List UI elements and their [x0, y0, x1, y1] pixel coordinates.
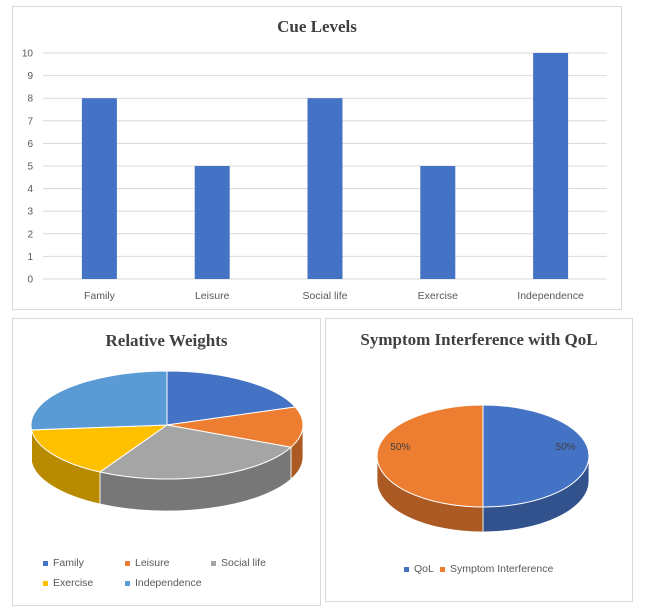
legend-item: QoL [404, 563, 434, 575]
x-category-label: Social life [303, 290, 348, 302]
pie-slice [30, 370, 168, 431]
legend-swatch [211, 560, 216, 566]
pie-slice [376, 404, 484, 508]
y-tick-label: 2 [27, 229, 33, 240]
pie-data-label: 50% [390, 442, 410, 453]
x-category-label: Exercise [418, 290, 458, 302]
relative-weights-plot [30, 370, 304, 512]
bar [81, 98, 117, 279]
bar [194, 166, 230, 279]
bar [420, 166, 456, 279]
y-tick-label: 7 [27, 116, 33, 127]
legend-item: Leisure [125, 557, 169, 569]
legend-label: Symptom Interference [450, 563, 554, 575]
pie-data-label: 50% [556, 442, 576, 453]
legend-item: Symptom Interference [440, 563, 553, 575]
y-tick-label: 10 [22, 49, 34, 60]
legend-label: Social life [221, 557, 266, 569]
x-category-label: Family [84, 290, 116, 302]
x-category-label: Leisure [195, 290, 230, 302]
pie-slice [166, 406, 304, 448]
legend-swatch [404, 566, 409, 572]
y-tick-label: 5 [27, 162, 33, 173]
cue-levels-title: Cue Levels [277, 17, 357, 36]
symptom-interference-legend: QoL Symptom Interference [404, 563, 624, 583]
legend-label: Family [53, 557, 84, 569]
legend-swatch [125, 580, 130, 586]
symptom-interference-plot: 50% 50% [376, 404, 590, 533]
legend-label: Independence [135, 577, 202, 589]
pie-slice [98, 424, 293, 480]
legend-swatch [43, 560, 48, 566]
legend-swatch [125, 560, 130, 566]
bar [307, 98, 343, 279]
symptom-interference-chart: Symptom Interference with QoL 50% 50% QoL… [325, 318, 633, 602]
y-tick-label: 1 [27, 252, 33, 263]
legend-label: Leisure [135, 557, 170, 569]
legend-label: QoL [414, 563, 434, 575]
y-tick-label: 4 [27, 184, 33, 195]
legend-label: Exercise [53, 577, 94, 589]
relative-weights-legend: Family Leisure Social life Exercise Independ… [43, 557, 313, 597]
y-tick-label: 6 [27, 139, 33, 150]
pie-slice [30, 424, 169, 473]
x-category-label: Independence [517, 290, 584, 302]
legend-item: Independence [125, 577, 202, 589]
legend-item: Social life [211, 557, 266, 569]
y-tick-label: 3 [27, 207, 33, 218]
pie-sides [30, 424, 304, 512]
legend-item: Exercise [43, 577, 93, 589]
cue-levels-chart: Cue Levels 0 1 2 3 4 5 6 7 8 9 10 Family Leisure Soci… [12, 6, 622, 310]
bar [533, 53, 569, 279]
symptom-interference-title: Symptom Interference with QoL [360, 330, 598, 349]
y-tick-label: 0 [27, 275, 33, 286]
pie-slice [166, 370, 297, 426]
legend-swatch [440, 566, 445, 572]
relative-weights-chart: Relative Weights Family Leisure Social lif… [12, 318, 321, 606]
pie-slice [482, 404, 590, 508]
y-tick-label: 9 [27, 71, 33, 82]
legend-item: Family [43, 557, 84, 569]
relative-weights-title: Relative Weights [105, 331, 228, 350]
legend-swatch [43, 580, 48, 586]
y-tick-label: 8 [27, 94, 33, 105]
cue-levels-plot: 0 1 2 3 4 5 6 7 8 9 10 Family Leisure Social life Exer… [22, 49, 607, 302]
